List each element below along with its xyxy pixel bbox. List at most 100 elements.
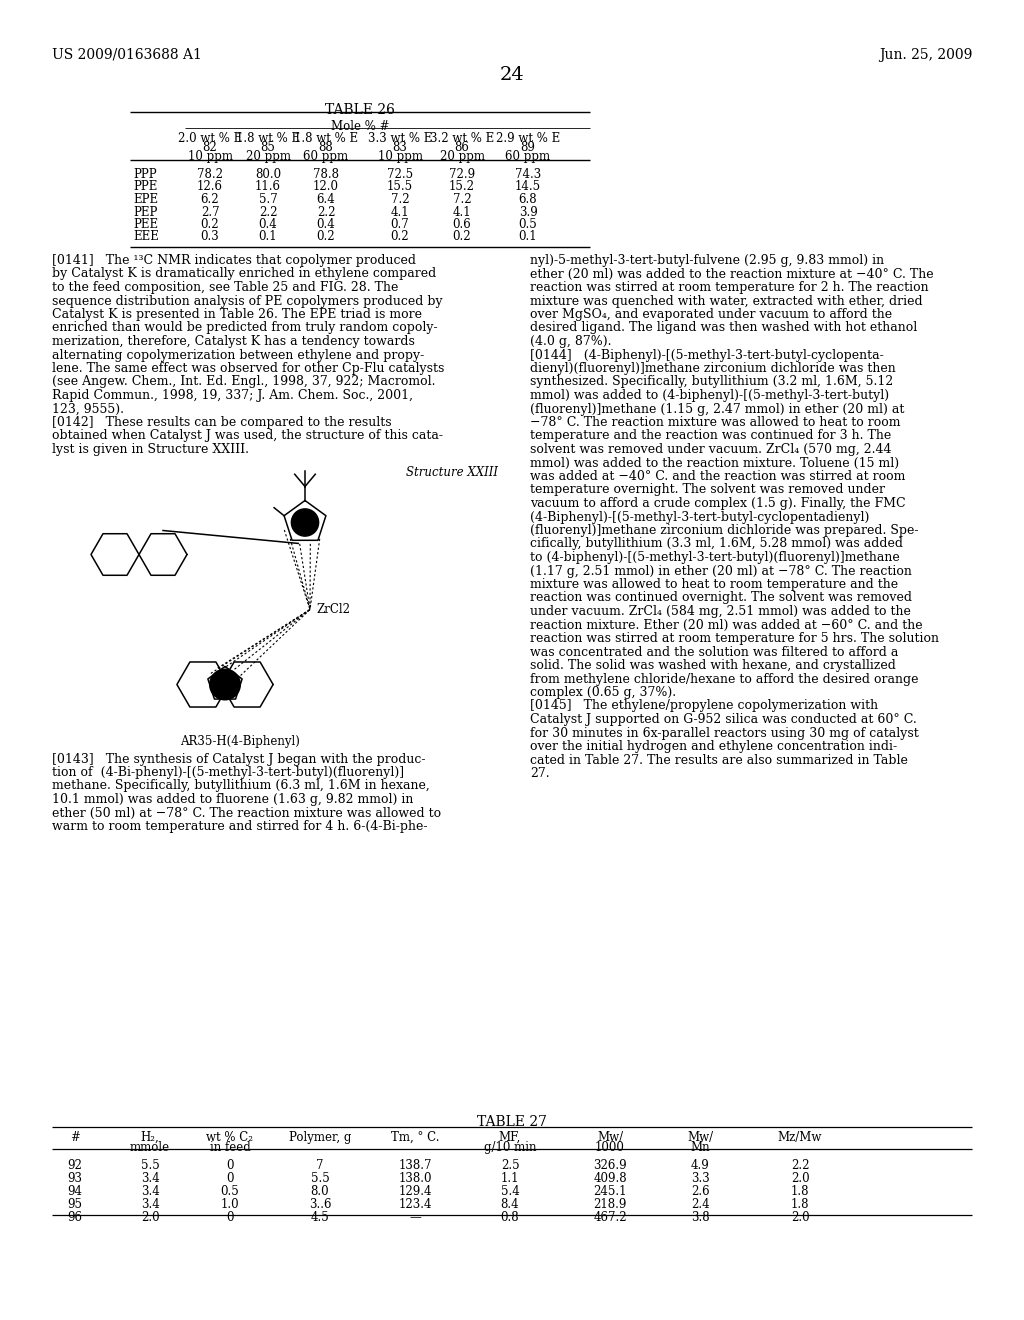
Circle shape [292, 510, 318, 536]
Text: mmole: mmole [130, 1140, 170, 1154]
Text: 0.8: 0.8 [501, 1210, 519, 1224]
Text: complex (0.65 g, 37%).: complex (0.65 g, 37%). [530, 686, 676, 700]
Text: 3.8: 3.8 [690, 1210, 710, 1224]
Text: 10 ppm: 10 ppm [378, 150, 423, 162]
Text: 4.1: 4.1 [453, 206, 471, 219]
Text: 1.0: 1.0 [221, 1199, 240, 1210]
Text: reaction was stirred at room temperature for 5 hrs. The solution: reaction was stirred at room temperature… [530, 632, 939, 645]
Text: (1.17 g, 2.51 mmol) in ether (20 ml) at −78° C. The reaction: (1.17 g, 2.51 mmol) in ether (20 ml) at … [530, 565, 912, 578]
Text: lyst is given in Structure XXIII.: lyst is given in Structure XXIII. [52, 444, 249, 455]
Text: reaction was continued overnight. The solvent was removed: reaction was continued overnight. The so… [530, 591, 912, 605]
Text: 409.8: 409.8 [593, 1172, 627, 1185]
Text: 3.3 wt % E: 3.3 wt % E [368, 132, 432, 145]
Text: under vacuum. ZrCl₄ (584 mg, 2.51 mmol) was added to the: under vacuum. ZrCl₄ (584 mg, 2.51 mmol) … [530, 605, 911, 618]
Text: —: — [410, 1210, 421, 1224]
Text: 3.2 wt % E: 3.2 wt % E [430, 132, 495, 145]
Text: 2.2: 2.2 [259, 206, 278, 219]
Text: 83: 83 [392, 141, 408, 154]
Text: enriched than would be predicted from truly random copoly-: enriched than would be predicted from tr… [52, 322, 437, 334]
Text: temperature overnight. The solvent was removed under: temperature overnight. The solvent was r… [530, 483, 885, 496]
Text: 14.5: 14.5 [515, 181, 541, 194]
Text: PPP: PPP [133, 168, 157, 181]
Text: PEP: PEP [133, 206, 158, 219]
Text: 7: 7 [316, 1159, 324, 1172]
Text: g/10 min: g/10 min [483, 1140, 537, 1154]
Text: PPE: PPE [133, 181, 158, 194]
Text: 1.8: 1.8 [791, 1199, 809, 1210]
Circle shape [210, 669, 241, 700]
Text: reaction mixture. Ether (20 ml) was added at −60° C. and the: reaction mixture. Ether (20 ml) was adde… [530, 619, 923, 631]
Text: 467.2: 467.2 [593, 1210, 627, 1224]
Text: temperature and the reaction was continued for 3 h. The: temperature and the reaction was continu… [530, 429, 891, 442]
Text: sequence distribution analysis of PE copolymers produced by: sequence distribution analysis of PE cop… [52, 294, 442, 308]
Text: 3.3: 3.3 [690, 1172, 710, 1185]
Text: 24: 24 [500, 66, 524, 84]
Text: by Catalyst K is dramatically enriched in ethylene compared: by Catalyst K is dramatically enriched i… [52, 268, 436, 281]
Text: to the feed composition, see Table 25 and FIG. 28. The: to the feed composition, see Table 25 an… [52, 281, 398, 294]
Text: [0145]   The ethylene/propylene copolymerization with: [0145] The ethylene/propylene copolymeri… [530, 700, 879, 713]
Text: −78° C. The reaction mixture was allowed to heat to room: −78° C. The reaction mixture was allowed… [530, 416, 900, 429]
Text: 2.0: 2.0 [791, 1172, 809, 1185]
Text: 0.2: 0.2 [453, 231, 471, 243]
Text: 218.9: 218.9 [593, 1199, 627, 1210]
Text: 78.2: 78.2 [197, 168, 223, 181]
Text: mixture was allowed to heat to room temperature and the: mixture was allowed to heat to room temp… [530, 578, 898, 591]
Text: #: # [70, 1131, 80, 1144]
Text: TABLE 26: TABLE 26 [325, 103, 395, 117]
Text: Polymer, g: Polymer, g [289, 1131, 351, 1144]
Text: 6.8: 6.8 [519, 193, 538, 206]
Text: 0.2: 0.2 [391, 231, 410, 243]
Text: 2.0: 2.0 [791, 1210, 809, 1224]
Text: alternating copolymerization between ethylene and propy-: alternating copolymerization between eth… [52, 348, 424, 362]
Text: (fluorenyl)]methane (1.15 g, 2.47 mmol) in ether (20 ml) at: (fluorenyl)]methane (1.15 g, 2.47 mmol) … [530, 403, 904, 416]
Text: 138.7: 138.7 [398, 1159, 432, 1172]
Text: 8.0: 8.0 [310, 1185, 330, 1199]
Text: 3.4: 3.4 [140, 1172, 160, 1185]
Text: 2.6: 2.6 [690, 1185, 710, 1199]
Text: EPE: EPE [133, 193, 158, 206]
Text: (see Angew. Chem., Int. Ed. Engl., 1998, 37, 922; Macromol.: (see Angew. Chem., Int. Ed. Engl., 1998,… [52, 375, 435, 388]
Text: solid. The solid was washed with hexane, and crystallized: solid. The solid was washed with hexane,… [530, 659, 896, 672]
Text: [0142]   These results can be compared to the results: [0142] These results can be compared to … [52, 416, 391, 429]
Text: 0.1: 0.1 [519, 231, 538, 243]
Text: 123, 9555).: 123, 9555). [52, 403, 124, 416]
Text: Tm, ° C.: Tm, ° C. [391, 1131, 439, 1144]
Text: 80.0: 80.0 [255, 168, 281, 181]
Text: nyl)-5-methyl-3-tert-butyl-fulvene (2.95 g, 9.83 mmol) in: nyl)-5-methyl-3-tert-butyl-fulvene (2.95… [530, 253, 884, 267]
Text: Mn: Mn [690, 1140, 710, 1154]
Text: 0.4: 0.4 [316, 218, 336, 231]
Text: 78.8: 78.8 [313, 168, 339, 181]
Text: 5.5: 5.5 [140, 1159, 160, 1172]
Text: 0.1: 0.1 [259, 231, 278, 243]
Text: 2.2: 2.2 [316, 206, 335, 219]
Text: 326.9: 326.9 [593, 1159, 627, 1172]
Text: 72.9: 72.9 [449, 168, 475, 181]
Text: Mz/Mw: Mz/Mw [778, 1131, 822, 1144]
Text: 12.0: 12.0 [313, 181, 339, 194]
Text: 2.0 wt % E: 2.0 wt % E [178, 132, 242, 145]
Text: 7.2: 7.2 [453, 193, 471, 206]
Text: 0.6: 0.6 [453, 218, 471, 231]
Text: 74.3: 74.3 [515, 168, 541, 181]
Text: 7.2: 7.2 [391, 193, 410, 206]
Text: 0.3: 0.3 [201, 231, 219, 243]
Text: [0143]   The synthesis of Catalyst J began with the produc-: [0143] The synthesis of Catalyst J began… [52, 752, 426, 766]
Text: 3.4: 3.4 [140, 1185, 160, 1199]
Text: 4.1: 4.1 [391, 206, 410, 219]
Text: US 2009/0163688 A1: US 2009/0163688 A1 [52, 48, 202, 62]
Text: Structure XXIII: Structure XXIII [406, 466, 498, 479]
Text: 20 ppm: 20 ppm [246, 150, 291, 162]
Text: 0.2: 0.2 [316, 231, 335, 243]
Text: 0.4: 0.4 [259, 218, 278, 231]
Text: AR35-H(4-Biphenyl): AR35-H(4-Biphenyl) [180, 734, 300, 747]
Text: 94: 94 [68, 1185, 83, 1199]
Text: 1.8 wt % E: 1.8 wt % E [236, 132, 300, 145]
Text: 60 ppm: 60 ppm [506, 150, 551, 162]
Text: 8.4: 8.4 [501, 1199, 519, 1210]
Text: 0.5: 0.5 [518, 218, 538, 231]
Text: 1.8 wt % E: 1.8 wt % E [294, 132, 358, 145]
Text: 2.4: 2.4 [690, 1199, 710, 1210]
Text: 15.5: 15.5 [387, 181, 413, 194]
Text: for 30 minutes in 6x-parallel reactors using 30 mg of catalyst: for 30 minutes in 6x-parallel reactors u… [530, 726, 919, 739]
Text: Catalyst K is presented in Table 26. The EPE triad is more: Catalyst K is presented in Table 26. The… [52, 308, 422, 321]
